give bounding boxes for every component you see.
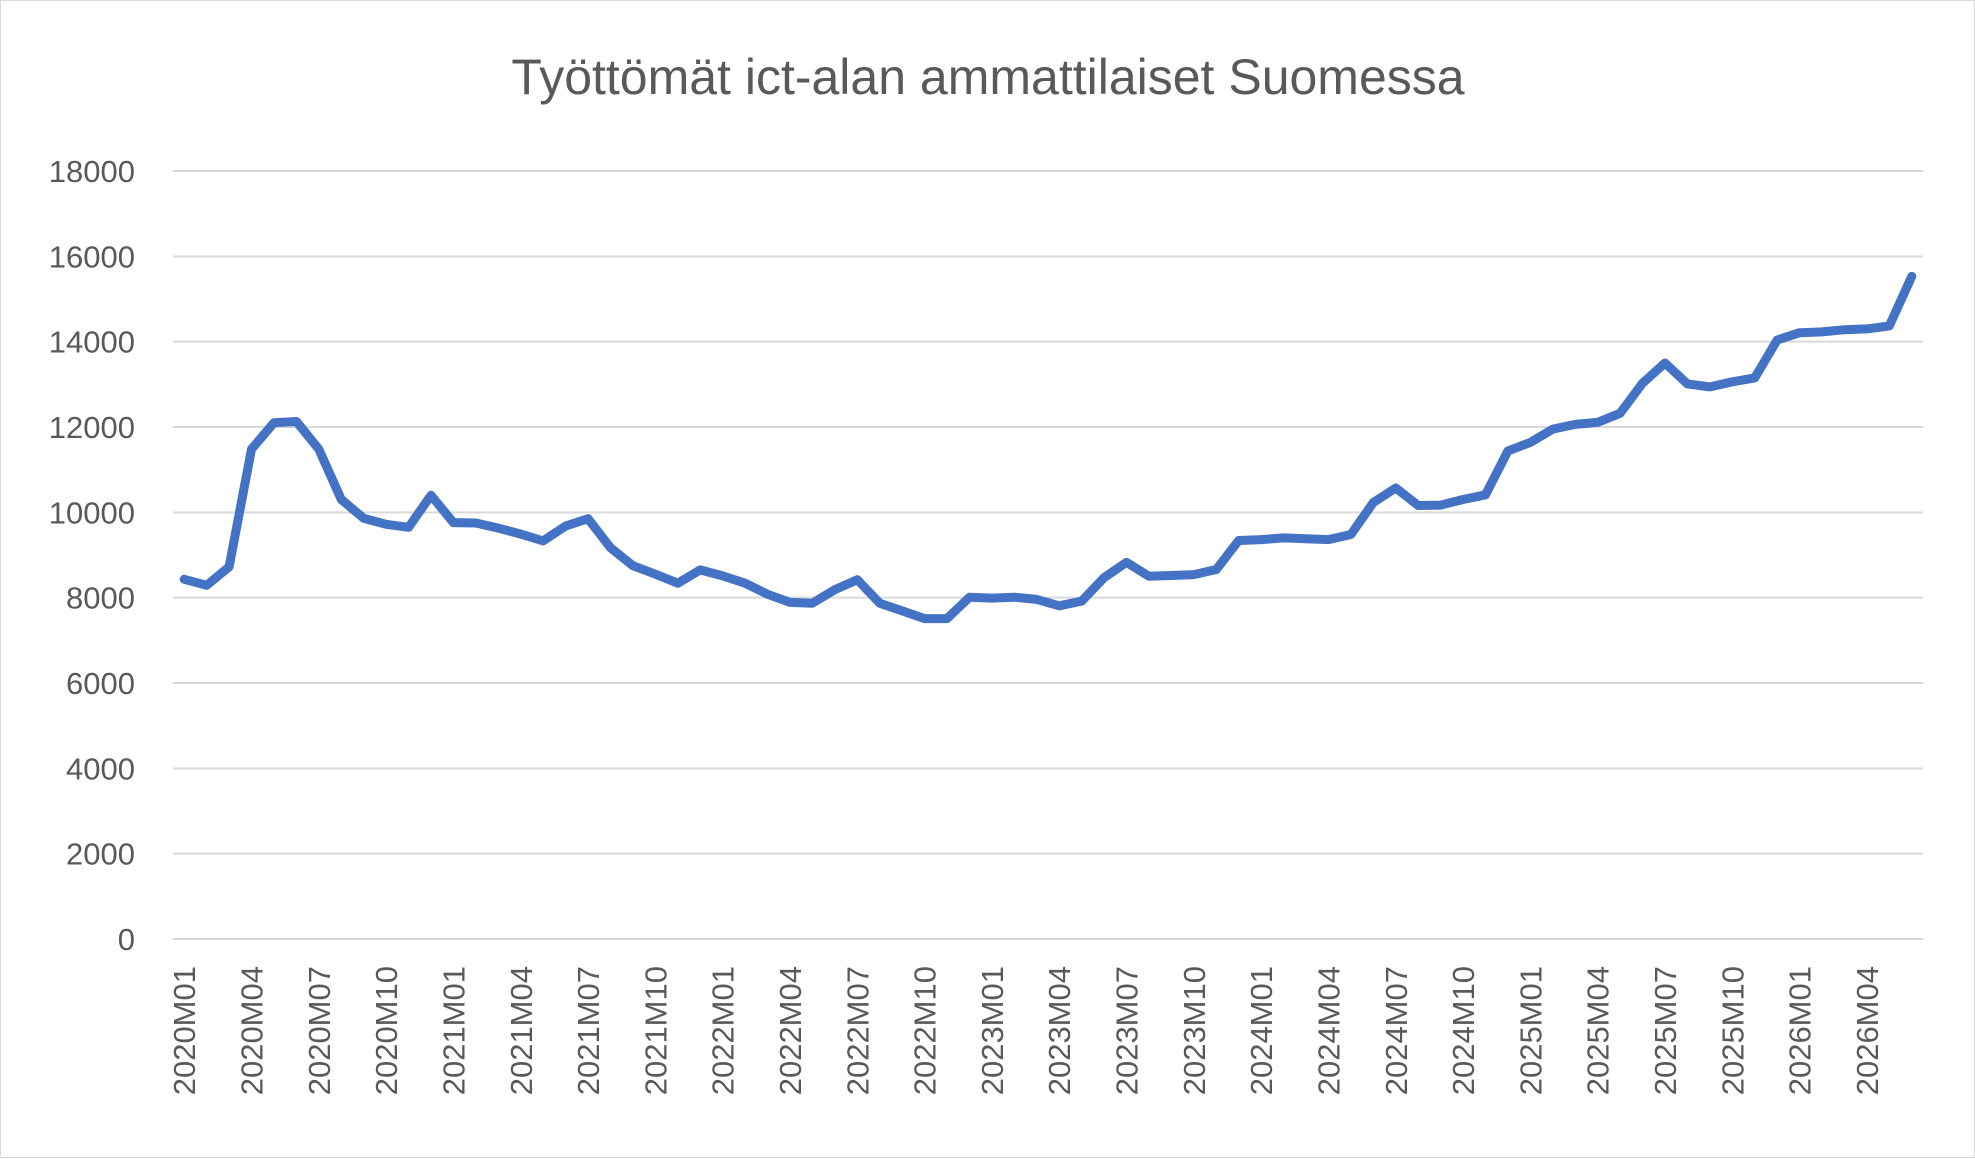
y-tick-label: 8000 <box>66 581 135 616</box>
x-tick-label: 2020M10 <box>369 966 404 1095</box>
y-tick-label: 2000 <box>66 837 135 872</box>
x-tick-label: 2026M04 <box>1850 966 1885 1095</box>
x-tick-label: 2021M10 <box>638 966 673 1095</box>
x-tick-label: 2024M10 <box>1446 966 1481 1095</box>
x-tick-label: 2020M07 <box>302 966 337 1095</box>
series-line-0 <box>179 271 1917 624</box>
x-tick-label: 2024M07 <box>1379 966 1414 1095</box>
x-tick-label: 2022M04 <box>773 966 808 1095</box>
y-axis-tick-labels: 0 2000 4000 6000 8000 10000 12000 14000 16000 180… <box>49 154 135 957</box>
x-tick-label: 2020M01 <box>167 966 202 1095</box>
x-tick-label: 2026M01 <box>1783 966 1818 1095</box>
x-tick-label: 2024M01 <box>1244 966 1279 1095</box>
x-tick-label: 2025M01 <box>1513 966 1548 1095</box>
x-tick-label: 2025M04 <box>1581 966 1616 1095</box>
gridlines <box>173 170 1923 940</box>
x-tick-label: 2022M10 <box>908 966 943 1095</box>
x-tick-label: 2020M04 <box>235 966 270 1095</box>
x-tick-label: 2023M07 <box>1110 966 1145 1095</box>
x-tick-label: 2021M04 <box>504 966 539 1095</box>
y-tick-label: 4000 <box>66 751 135 786</box>
chart-title: Työttömät ict-alan ammattilaiset Suomess… <box>511 49 1464 105</box>
x-tick-label: 2025M10 <box>1715 966 1750 1095</box>
x-tick-label: 2022M01 <box>706 966 741 1095</box>
x-tick-label: 2023M04 <box>1042 966 1077 1095</box>
x-tick-label: 2022M07 <box>840 966 875 1095</box>
y-tick-label: 6000 <box>66 666 135 701</box>
y-tick-label: 14000 <box>49 325 135 360</box>
y-tick-label: 16000 <box>49 239 135 274</box>
x-tick-label: 2021M07 <box>571 966 606 1095</box>
x-axis-tick-labels: 2020M01 2020M04 2020M07 2020M10 2021M01 2021M… <box>167 966 1885 1095</box>
y-tick-label: 10000 <box>49 495 135 530</box>
y-tick-label: 18000 <box>49 154 135 189</box>
x-tick-label: 2021M01 <box>436 966 471 1095</box>
y-tick-label: 12000 <box>49 410 135 445</box>
x-tick-label: 2024M04 <box>1311 966 1346 1095</box>
series-lines <box>179 271 1917 624</box>
x-tick-label: 2023M01 <box>975 966 1010 1095</box>
x-tick-label: 2023M10 <box>1177 966 1212 1095</box>
x-tick-label: 2025M07 <box>1648 966 1683 1095</box>
y-tick-label: 0 <box>118 922 135 957</box>
